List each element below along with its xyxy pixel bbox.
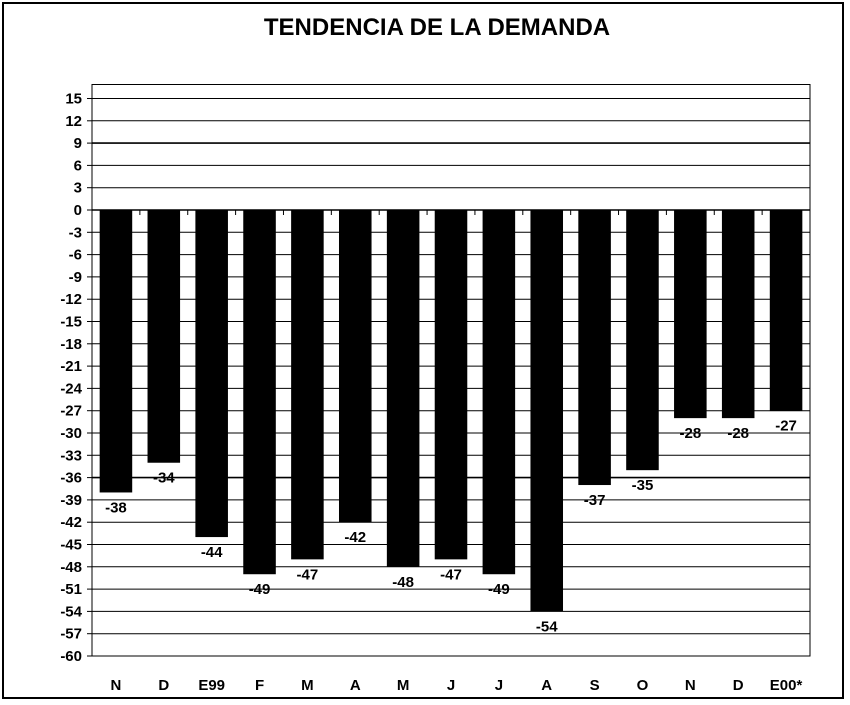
x-tick-label: J	[495, 677, 503, 694]
x-tick-label: M	[301, 677, 314, 694]
bar	[99, 210, 133, 493]
y-tick-label: -57	[60, 626, 82, 643]
y-tick-label: -48	[60, 559, 82, 576]
x-tick-label: F	[255, 677, 264, 694]
bar	[338, 210, 372, 523]
x-tick-label: E99	[198, 677, 225, 694]
x-axis-ticks: N D E99 F M A M J J A S O N D E00*	[91, 210, 803, 694]
bar	[530, 210, 564, 612]
data-label: -44	[201, 544, 223, 561]
y-tick-label: -24	[60, 380, 82, 397]
x-tick-label: D	[158, 677, 169, 694]
x-tick-label: D	[733, 677, 744, 694]
x-tick-label: O	[637, 677, 649, 694]
bar	[674, 210, 707, 419]
y-tick-label: -54	[60, 603, 82, 620]
x-tick-label: E00*	[770, 677, 803, 694]
data-label: -38	[105, 499, 127, 516]
data-label: -49	[488, 581, 510, 598]
y-tick-label: 15	[65, 91, 82, 108]
y-tick-label: 6	[74, 157, 82, 174]
bar	[195, 210, 228, 538]
data-label: -48	[392, 574, 414, 591]
x-tick-label: A	[350, 677, 361, 694]
y-tick-label: -33	[60, 447, 82, 464]
data-label: -54	[536, 618, 558, 635]
y-tick-label: 0	[74, 202, 82, 219]
data-label: -28	[727, 425, 749, 442]
y-tick-label: -27	[60, 403, 82, 420]
y-tick-label: 3	[74, 180, 82, 197]
data-label: -37	[584, 492, 606, 509]
y-tick-label: -60	[60, 648, 82, 665]
plot-area-border	[91, 84, 811, 657]
y-tick-label: -51	[60, 581, 82, 598]
x-tick-label: A	[541, 677, 552, 694]
y-tick-label: 12	[65, 113, 82, 130]
y-tick-label: -18	[60, 336, 82, 353]
y-tick-label: -42	[60, 514, 82, 531]
y-tick-label: -30	[60, 425, 82, 442]
data-label: -35	[632, 477, 654, 494]
data-label: -27	[775, 418, 797, 435]
bar	[291, 210, 324, 560]
data-label: -47	[440, 566, 462, 583]
bar	[626, 210, 659, 471]
x-tick-label: S	[590, 677, 600, 694]
bar	[147, 210, 181, 463]
y-tick-label: -9	[69, 269, 82, 286]
y-axis-ticks: 15 12 9 6 3 0 -3 -6 -9 -12 -15 -18 -21 -24 -27 -30 -33 -3…	[60, 91, 92, 665]
y-tick-label: -3	[69, 224, 82, 241]
bar	[434, 210, 468, 560]
bar	[386, 210, 420, 567]
x-tick-label: N	[111, 677, 122, 694]
x-tick-label: N	[685, 677, 696, 694]
y-tick-label: -15	[60, 314, 82, 331]
data-labels: -38 -34 -44 -49 -47 -42 -48 -47 -49 -54 -37 -35 -28 -…	[105, 418, 797, 636]
y-tick-label: -6	[69, 247, 82, 264]
y-tick-label: -36	[60, 470, 82, 487]
bar	[721, 210, 755, 419]
y-tick-label: 9	[74, 135, 82, 152]
data-label: -28	[679, 425, 701, 442]
y-tick-label: -39	[60, 492, 82, 509]
x-tick-label: M	[397, 677, 410, 694]
data-label: -34	[153, 470, 175, 487]
y-tick-label: -12	[60, 291, 82, 308]
data-label: -49	[249, 581, 271, 598]
bar	[243, 210, 276, 575]
bars	[99, 210, 803, 612]
data-label: -47	[297, 566, 319, 583]
x-tick-label: J	[447, 677, 455, 694]
y-tick-label: -45	[60, 537, 82, 554]
data-label: -42	[344, 529, 366, 546]
bar	[769, 210, 803, 411]
y-tick-label: -21	[60, 358, 82, 375]
bar	[578, 210, 611, 486]
bar	[482, 210, 516, 575]
chart-title: TENDENCIA DE LA DEMANDA	[263, 14, 611, 41]
